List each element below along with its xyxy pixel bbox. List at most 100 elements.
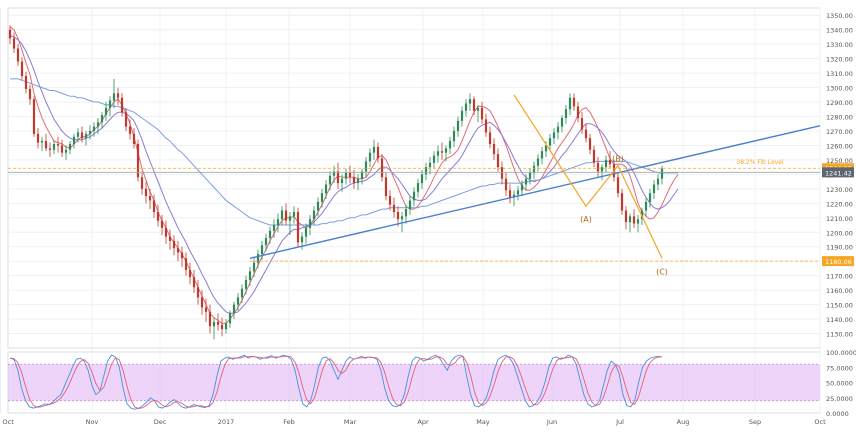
candle-body — [313, 211, 315, 220]
candle-body — [309, 219, 311, 228]
candle-body — [593, 150, 595, 163]
x-tick-label: May — [476, 418, 490, 426]
candle-body — [9, 30, 11, 39]
candle-body — [533, 166, 535, 173]
candle-body — [369, 153, 371, 162]
candle-body — [317, 202, 319, 211]
candle-body — [201, 297, 203, 307]
candle-body — [645, 202, 647, 211]
candle — [137, 140, 139, 182]
candle-body — [609, 160, 611, 164]
fib-level-annotation: 38.2% Fib Level — [736, 159, 784, 166]
candle-body — [633, 216, 635, 223]
candle-body — [65, 150, 67, 153]
candle-body — [237, 297, 239, 304]
candle — [297, 208, 299, 247]
candle-body — [421, 174, 423, 183]
y-tick-label: 1230.00 — [826, 186, 853, 194]
candle-body — [105, 108, 107, 115]
candle-body — [261, 245, 263, 254]
y-tick-label: 1340.00 — [826, 27, 853, 35]
candle-body — [57, 144, 59, 145]
candle-body — [85, 134, 87, 138]
x-tick-label: Apr — [417, 418, 429, 426]
candle — [33, 96, 35, 137]
candle-body — [393, 205, 395, 212]
candle-body — [249, 271, 251, 280]
candle-body — [165, 228, 167, 237]
osc-y-tick-label: 50.0000 — [826, 380, 853, 388]
wave-label: (C) — [656, 267, 668, 276]
candle-body — [465, 103, 467, 110]
candle-body — [277, 219, 279, 225]
candle-body — [341, 179, 343, 183]
y-tick-label: 1200.00 — [826, 229, 853, 237]
candle-body — [501, 167, 503, 179]
candle-body — [129, 127, 131, 134]
candle-body — [601, 167, 603, 171]
candle-body — [297, 212, 299, 242]
y-tick-label: 1140.00 — [826, 316, 853, 324]
candle-body — [597, 163, 599, 172]
y-tick-label: 1270.00 — [826, 128, 853, 136]
candle-body — [265, 238, 267, 245]
candle-body — [437, 151, 439, 155]
y-tick-label: 1130.00 — [826, 331, 853, 339]
x-tick-label: 2017 — [218, 418, 235, 426]
candle-body — [485, 119, 487, 132]
candle-body — [605, 160, 607, 167]
candle-body — [401, 216, 403, 219]
candle-body — [113, 93, 115, 100]
y-tick-label: 1150.00 — [826, 302, 853, 310]
candle-body — [49, 148, 51, 149]
candle-body — [553, 132, 555, 138]
osc-y-tick-label: 75.0000 — [826, 364, 853, 372]
candle-body — [25, 76, 27, 89]
candle-body — [213, 322, 215, 326]
candle-body — [89, 131, 91, 134]
x-tick-label: Mar — [344, 418, 357, 426]
candle-body — [241, 289, 243, 298]
candle-body — [301, 237, 303, 243]
candle-body — [585, 130, 587, 139]
candle-body — [469, 99, 471, 103]
candle-body — [101, 115, 103, 122]
candle-body — [169, 237, 171, 241]
candle-body — [477, 108, 479, 111]
wave-label: (B) — [612, 154, 624, 163]
candle-body — [321, 193, 323, 202]
y-tick-label: 1300.00 — [826, 85, 853, 93]
candle-body — [557, 127, 559, 133]
candle-body — [185, 258, 187, 270]
candle-body — [657, 179, 659, 185]
candle-body — [145, 189, 147, 196]
candle-body — [549, 138, 551, 145]
candle-body — [345, 173, 347, 179]
y-tick-label: 1220.00 — [826, 200, 853, 208]
x-tick-label: Jun — [546, 418, 557, 426]
candle-body — [285, 211, 287, 221]
candle-body — [373, 147, 375, 153]
candle-body — [253, 263, 255, 272]
candle-body — [561, 118, 563, 127]
candle-body — [189, 270, 191, 277]
candle-body — [325, 185, 327, 194]
candle-body — [405, 209, 407, 216]
candle-body — [81, 132, 83, 138]
candle-body — [177, 248, 179, 252]
candle-body — [45, 141, 47, 148]
current-price-tag: 1241.42 — [825, 169, 852, 177]
candle-body — [493, 144, 495, 154]
candle-body — [581, 118, 583, 130]
candle-body — [473, 99, 475, 111]
candle-body — [29, 89, 31, 99]
candle-body — [161, 221, 163, 228]
y-tick-label: 1320.00 — [826, 56, 853, 64]
candle-body — [617, 177, 619, 193]
candle-body — [525, 179, 527, 185]
x-tick-label: Sep — [749, 418, 761, 426]
candle-body — [629, 216, 631, 222]
y-tick-label: 1190.00 — [826, 244, 853, 252]
candle-body — [385, 177, 387, 196]
candle-body — [377, 147, 379, 159]
